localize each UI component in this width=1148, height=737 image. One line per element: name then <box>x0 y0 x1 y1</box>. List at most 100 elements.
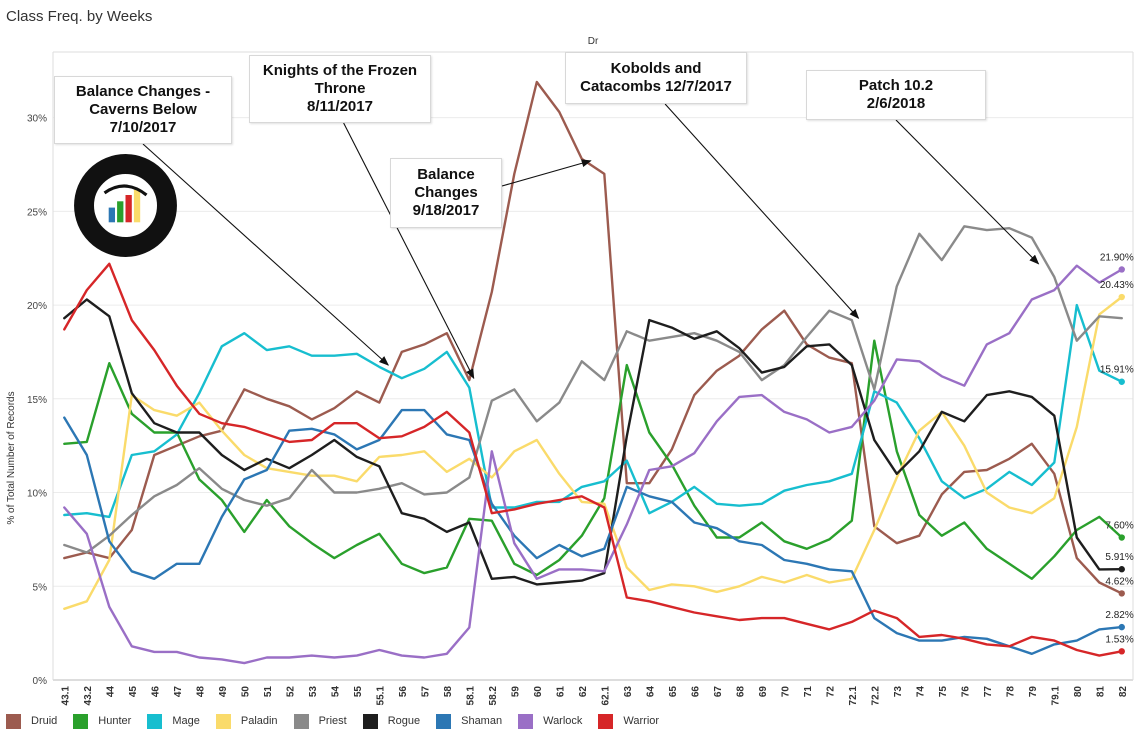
x-tick-label: 63 <box>623 686 634 698</box>
x-tick-label: 66 <box>690 686 701 698</box>
y-axis: 0% 5% 10% 15% 20% 25% 30% <box>27 114 47 687</box>
legend-label: Rogue <box>387 715 421 727</box>
x-tick-label: 45 <box>128 686 139 698</box>
end-label-warrior: 1.53% <box>1105 634 1133 645</box>
x-tick-label: 43.2 <box>83 686 94 706</box>
x-tick-label: 71 <box>803 686 814 698</box>
x-tick-label: 76 <box>960 686 971 698</box>
y-tick-label: 20% <box>27 301 47 312</box>
legend-swatch <box>436 713 452 729</box>
end-label-druid: 4.62% <box>1105 576 1133 587</box>
legend-item-rogue: Rogue <box>362 713 421 729</box>
annotation-arrow <box>142 143 389 366</box>
x-tick-label: 77 <box>983 686 994 698</box>
y-tick-label: 5% <box>33 582 48 593</box>
legend-swatch <box>362 713 378 729</box>
legend-item-mage: Mage <box>147 713 200 729</box>
x-tick-label: 46 <box>150 686 161 698</box>
x-tick-label: 47 <box>173 686 184 698</box>
legend-item-shaman: Shaman <box>436 713 503 729</box>
x-tick-label: 58 <box>443 686 454 698</box>
x-tick-label: 54 <box>330 686 341 698</box>
x-tick-label: 53 <box>308 686 319 698</box>
x-tick-label: 73 <box>893 686 904 698</box>
end-point-rogue <box>1118 566 1125 573</box>
series-line-warrior <box>63 262 1124 657</box>
series-line-mage <box>63 303 1124 519</box>
x-tick-label: 56 <box>398 686 409 698</box>
series-line-druid <box>63 80 1124 595</box>
annotation-arrow <box>501 159 592 187</box>
x-tick-label: 58.2 <box>488 686 499 706</box>
legend-label: Warlock <box>543 715 583 727</box>
legend-item-paladin: Paladin <box>215 713 278 729</box>
series-line-shaman <box>63 408 1124 655</box>
annotation-balance-changes-sept: Balance Changes 9/18/2017 <box>390 158 502 228</box>
legend-label: Shaman <box>461 715 503 727</box>
annotation-patch-10-2: Patch 10.2 2/6/2018 <box>806 70 986 120</box>
legend-item-warrior: Warrior <box>598 713 660 729</box>
gridlines <box>53 117 1133 681</box>
y-tick-label: 25% <box>27 207 47 218</box>
end-point-warrior <box>1118 648 1125 655</box>
chart-title: Class Freq. by Weeks <box>6 8 153 25</box>
x-tick-label: 67 <box>713 686 724 698</box>
legend-label: Priest <box>318 715 347 727</box>
x-tick-label: 79 <box>1028 686 1039 698</box>
x-tick-label: 69 <box>758 686 769 698</box>
annotation-balance-changes-caverns: Balance Changes - Caverns Below 7/10/201… <box>54 76 232 144</box>
legend-label: Mage <box>172 715 200 727</box>
end-label-mage: 15.91% <box>1100 365 1134 376</box>
legend: Druid Hunter Mage Paladin Priest Rogue Shaman W… <box>6 711 675 731</box>
x-tick-label: 82 <box>1118 686 1129 698</box>
series-line-priest <box>63 225 1124 554</box>
x-tick-label: 72 <box>825 686 836 698</box>
x-tick-label: 55 <box>353 686 364 698</box>
legend-item-priest: Priest <box>293 713 347 729</box>
legend-label: Hunter <box>98 715 132 727</box>
y-axis-label: % of Total Number of Records <box>6 391 17 524</box>
x-tick-label: 57 <box>420 686 431 698</box>
end-point-druid <box>1118 590 1125 597</box>
x-tick-label: 72.2 <box>870 686 881 706</box>
x-tick-label: 51 <box>263 686 274 698</box>
series-line-paladin <box>63 295 1124 610</box>
annotation-arrow <box>664 103 860 319</box>
x-tick-label: 61 <box>555 686 566 698</box>
x-tick-label: 43.1 <box>60 686 71 706</box>
legend-item-druid: Druid <box>6 713 57 729</box>
x-tick-label: 70 <box>780 686 791 698</box>
legend-label: Paladin <box>240 715 278 727</box>
legend-swatch <box>293 713 309 729</box>
x-tick-label: 49 <box>218 686 229 698</box>
y-tick-label: 0% <box>33 676 48 687</box>
x-tick-label: 79.1 <box>1050 686 1061 706</box>
end-point-shaman <box>1118 623 1125 631</box>
x-tick-label: 48 <box>195 686 206 698</box>
annotation-knights-frozen-throne: Knights of the Frozen Throne 8/11/2017 <box>249 55 431 123</box>
legend-swatch <box>518 713 534 729</box>
series-lines <box>63 80 1124 665</box>
end-point-paladin <box>1118 293 1125 301</box>
end-label-paladin: 20.43% <box>1100 280 1134 291</box>
x-tick-label: 60 <box>533 686 544 698</box>
series-line-rogue <box>63 298 1124 586</box>
x-tick-label: 62.1 <box>600 686 611 706</box>
end-label-warlock: 21.90% <box>1100 252 1134 263</box>
annotation-arrow <box>895 119 1040 265</box>
x-tick-label: 62 <box>578 686 589 698</box>
end-point-warlock <box>1118 266 1125 273</box>
series-line-hunter <box>63 339 1124 580</box>
legend-label: Warrior <box>623 715 660 727</box>
column-header: Dr <box>588 36 599 47</box>
x-tick-label: 59 <box>510 686 521 698</box>
x-tick-label: 81 <box>1095 686 1106 698</box>
annotation-arrow <box>343 122 475 380</box>
x-tick-label: 75 <box>938 686 949 698</box>
x-tick-label: 68 <box>735 686 746 698</box>
end-label-shaman: 2.82% <box>1105 610 1133 621</box>
x-tick-label: 44 <box>105 686 116 698</box>
x-tick-label: 78 <box>1005 686 1016 698</box>
end-label-hunter: 7.60% <box>1105 521 1133 532</box>
